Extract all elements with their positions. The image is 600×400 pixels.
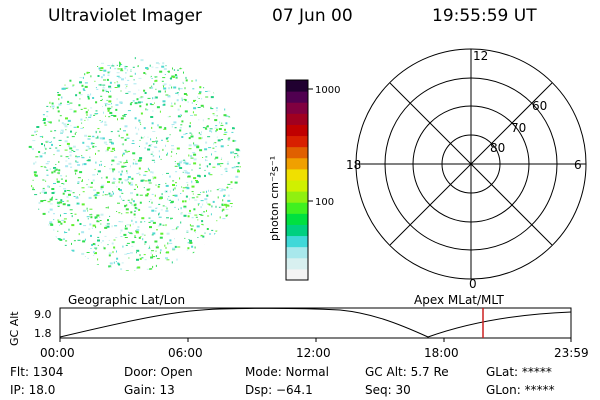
mode-status: Mode: Normal [245, 365, 329, 379]
colorbar-swatch [286, 80, 308, 92]
polar-grid: 12 18 6 0 60 70 80 [346, 48, 587, 291]
instrument-title: Ultraviolet Imager [48, 6, 202, 26]
time-label: 19:55:59 UT [432, 6, 537, 26]
sequence-value: Seq: 30 [365, 383, 411, 397]
colorbar-swatch [286, 91, 308, 103]
mlt-label-12: 12 [473, 49, 488, 63]
colorbar-swatch [286, 224, 308, 237]
gc-alt-axis-label: GC Alt [8, 311, 21, 346]
colorbar-swatch [286, 113, 308, 125]
colorbar-swatch [286, 191, 308, 203]
uv-image-disk [27, 57, 241, 271]
x-tick-0000: 00:00 [40, 346, 75, 360]
colorbar-swatch [286, 257, 308, 270]
y-tick-1-8: 1.8 [34, 327, 52, 340]
colorbar-tick-100: 100 [315, 197, 334, 208]
colorbar-swatch [286, 168, 308, 181]
mlt-label-0: 0 [469, 277, 477, 291]
geographic-latitude: GLat: ***** [486, 365, 552, 379]
colorbar-swatch [286, 235, 308, 248]
lat-label-80: 80 [490, 141, 505, 155]
ip-value: IP: 18.0 [10, 383, 56, 397]
colorbar-swatch [286, 157, 308, 170]
colorbar-swatch [286, 124, 308, 137]
colorbar-swatch [286, 246, 308, 259]
lat-label-70: 70 [511, 121, 526, 135]
colorbar-swatch [286, 268, 308, 281]
colorbar-tick-1000: 1000 [315, 85, 340, 96]
colorbar-swatch [286, 202, 308, 214]
y-tick-9: 9.0 [34, 308, 52, 321]
date-label: 07 Jun 00 [272, 6, 353, 26]
mlt-label-18: 18 [346, 158, 361, 172]
x-tick-1200: 12:00 [296, 346, 331, 360]
dsp-value: Dsp: −64.1 [245, 383, 313, 397]
colorbar-swatch [286, 102, 308, 114]
colorbar-swatch [286, 213, 308, 225]
mlt-label-6: 6 [574, 158, 582, 172]
lat-label-60: 60 [532, 99, 547, 113]
geographic-label: Geographic Lat/Lon [68, 293, 186, 307]
gain-value: Gain: 13 [124, 383, 175, 397]
x-tick-0600: 06:00 [168, 346, 203, 360]
colorbar-label: photon cm⁻²s⁻¹ [268, 156, 281, 241]
gc-altitude: GC Alt: 5.7 Re [365, 365, 449, 379]
colorbar-swatch [286, 146, 308, 159]
door-status: Door: Open [124, 365, 193, 379]
x-tick-2359: 23:59 [554, 346, 589, 360]
colorbar-swatch [286, 180, 308, 192]
geographic-longitude: GLon: ***** [486, 383, 555, 397]
colorbar-swatch [286, 135, 308, 148]
altitude-timeline: GC Alt 9.0 1.8 [8, 307, 572, 346]
apex-label: Apex MLat/MLT [414, 293, 504, 307]
colorbar: 1000 100 photon cm⁻²s⁻¹ [268, 79, 340, 281]
x-tick-1800: 18:00 [424, 346, 459, 360]
flight-number: Flt: 1304 [10, 365, 64, 379]
